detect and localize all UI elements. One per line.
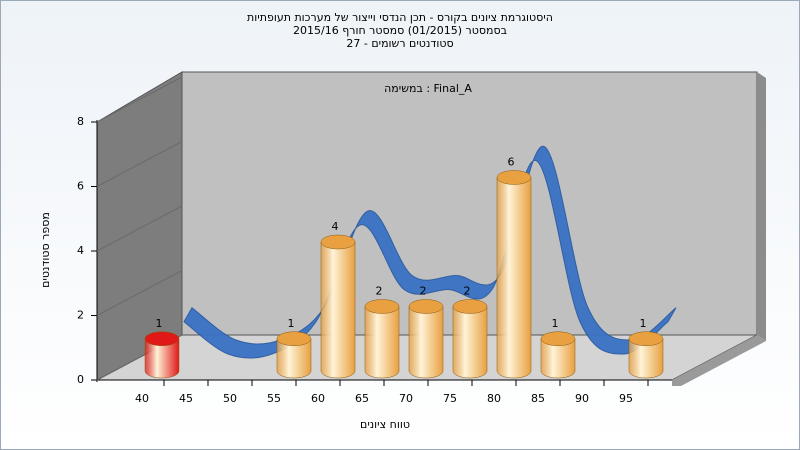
bar: [320, 241, 356, 379]
bar-top: [320, 234, 356, 250]
chart-title: היסטוגרמת ציונים בקורס - תכן הנדסי וייצו…: [247, 11, 553, 24]
y-axis-label: מספר סטודנטים: [39, 212, 52, 288]
grid-line: [96, 270, 183, 316]
value-label: 2: [376, 285, 383, 298]
bar: [452, 306, 488, 379]
grid-line: [96, 141, 183, 187]
bar-top: [144, 331, 180, 346]
bar: [408, 306, 444, 379]
bar: [628, 338, 664, 379]
x-tick-label: 50: [223, 392, 237, 405]
chart-title: בסמסטר (01/2015) סמסטר חורף 2015/16: [293, 24, 507, 37]
x-tick-label: 75: [443, 392, 457, 405]
bar: [364, 306, 400, 379]
value-label: 6: [508, 156, 515, 169]
bar-top: [276, 331, 312, 346]
x-tick-label: 80: [487, 392, 501, 405]
value-label: 1: [640, 317, 647, 330]
grid-line: [96, 76, 183, 123]
x-tick-label: 90: [575, 392, 589, 405]
bar-top: [628, 331, 664, 346]
x-tick-label: 55: [267, 392, 281, 405]
bar-top: [364, 299, 400, 314]
bar: [540, 338, 576, 379]
x-tick-label: 85: [531, 392, 545, 405]
y-tick-label: 6: [77, 180, 84, 193]
value-label: 2: [464, 285, 471, 298]
y-tick-label: 2: [77, 309, 84, 322]
value-label: 2: [420, 285, 427, 298]
y-tick-label: 4: [77, 244, 84, 257]
bar: [496, 177, 532, 379]
value-label: 1: [156, 317, 163, 330]
wall-edge: [757, 72, 766, 341]
value-label: 4: [332, 220, 339, 233]
y-tick-label: 0: [77, 373, 84, 386]
x-tick-label: 60: [311, 392, 325, 405]
bar-top: [408, 299, 444, 314]
bar-top: [452, 299, 488, 314]
x-tick-label: 95: [619, 392, 633, 405]
annotation: במשימה : Final_A: [384, 82, 472, 95]
x-tick-label: 70: [399, 392, 413, 405]
y-tick-label: 8: [77, 115, 84, 128]
curve: [183, 145, 677, 359]
chart-title: סטודנטים רשומים - 27: [346, 37, 453, 50]
x-tick-label: 65: [355, 392, 369, 405]
floor-edge: [672, 335, 766, 386]
bar-top: [540, 331, 576, 346]
bar: [276, 338, 312, 379]
x-tick-label: 45: [179, 392, 193, 405]
x-axis-label: טווח ציונים: [360, 418, 410, 431]
bar: [144, 338, 180, 379]
bar-top: [496, 170, 532, 185]
value-label: 1: [552, 317, 559, 330]
x-tick-label: 40: [135, 392, 149, 405]
value-label: 1: [288, 317, 295, 330]
grid-line: [96, 205, 183, 252]
